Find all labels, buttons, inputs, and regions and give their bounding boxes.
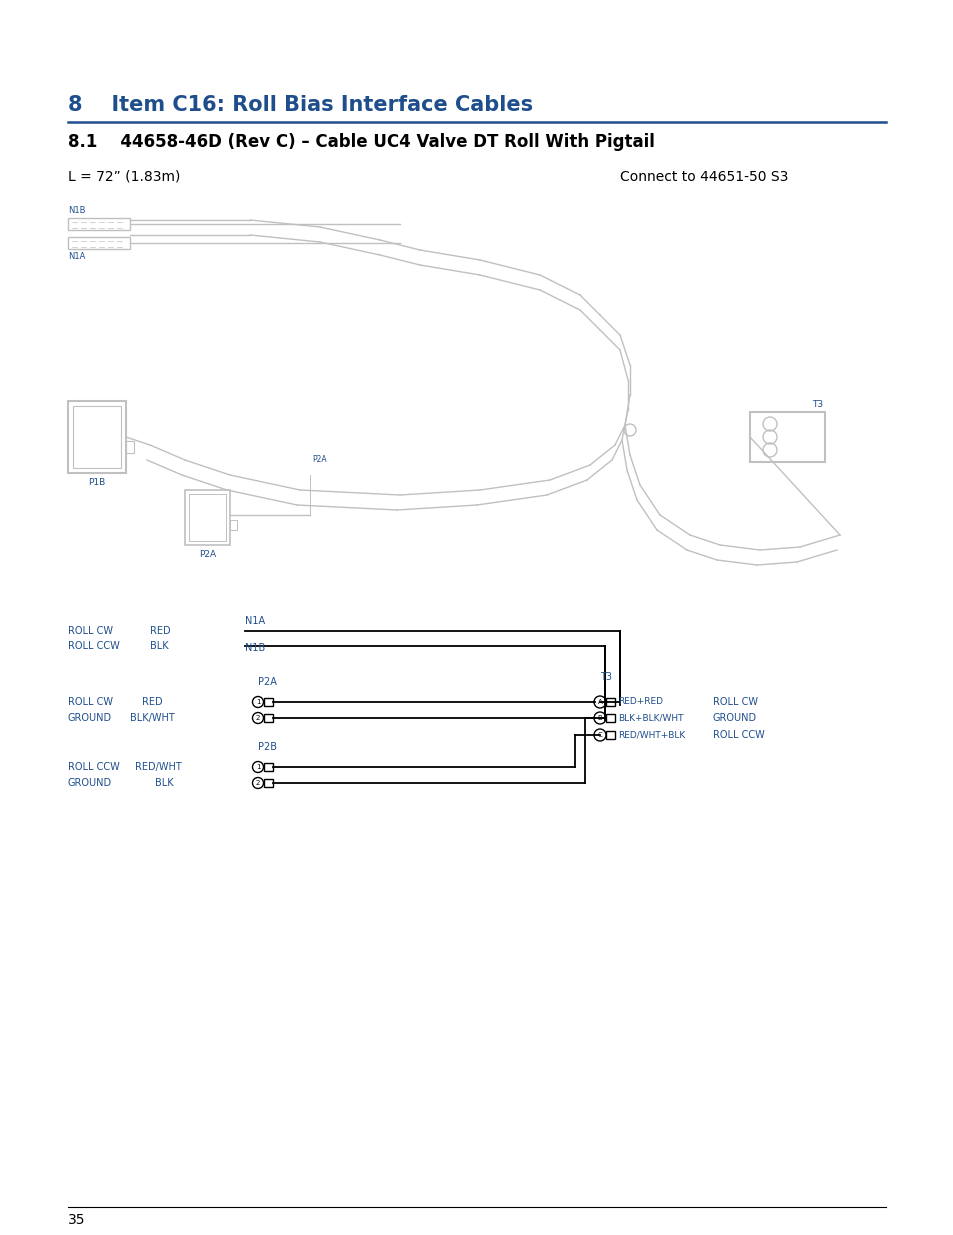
Text: ROLL CW: ROLL CW — [712, 697, 758, 706]
Bar — [605, 731, 615, 739]
Text: C: C — [597, 732, 601, 739]
Text: 8    Item C16: Roll Bias Interface Cables: 8 Item C16: Roll Bias Interface Cables — [68, 95, 533, 115]
Text: RED/WHT: RED/WHT — [135, 762, 182, 772]
Text: P2A: P2A — [313, 456, 327, 464]
Text: P2A: P2A — [199, 550, 215, 559]
Text: 1: 1 — [255, 699, 260, 705]
Text: BLK: BLK — [154, 778, 173, 788]
Text: N1A: N1A — [68, 252, 85, 261]
Text: 2: 2 — [255, 715, 260, 721]
Text: N1A: N1A — [245, 616, 265, 626]
Bar — [68, 237, 130, 249]
Text: BLK+BLK/WHT: BLK+BLK/WHT — [618, 714, 682, 722]
Text: 2: 2 — [255, 781, 260, 785]
Bar — [68, 219, 130, 230]
Bar — [230, 520, 236, 530]
Bar — [749, 412, 824, 462]
Bar — [264, 779, 273, 787]
Text: P2A: P2A — [257, 677, 276, 687]
Bar — [605, 698, 615, 706]
Text: RED: RED — [142, 697, 162, 706]
Text: RED/WHT+BLK: RED/WHT+BLK — [618, 730, 684, 740]
Text: P2B: P2B — [257, 742, 276, 752]
Bar — [185, 490, 230, 545]
Text: BLK/WHT: BLK/WHT — [130, 713, 174, 722]
Text: N1B: N1B — [68, 206, 86, 215]
Text: ROLL CW: ROLL CW — [68, 626, 112, 636]
Text: 8.1    44658-46D (Rev C) – Cable UC4 Valve DT Roll With Pigtail: 8.1 44658-46D (Rev C) – Cable UC4 Valve … — [68, 133, 654, 151]
Text: L = 72” (1.83m): L = 72” (1.83m) — [68, 170, 180, 184]
Text: 35: 35 — [68, 1213, 86, 1228]
Text: 1: 1 — [255, 764, 260, 769]
Bar — [264, 698, 273, 706]
Text: T3: T3 — [599, 672, 612, 682]
Text: T3: T3 — [811, 400, 822, 409]
Text: N1B: N1B — [245, 643, 265, 653]
Text: GROUND: GROUND — [68, 713, 112, 722]
Bar — [189, 494, 226, 541]
Bar — [68, 401, 126, 473]
Text: ROLL CW: ROLL CW — [68, 697, 112, 706]
Bar — [264, 763, 273, 771]
Text: P1B: P1B — [89, 478, 106, 487]
Text: GROUND: GROUND — [712, 713, 757, 722]
Text: Connect to 44651-50 S3: Connect to 44651-50 S3 — [619, 170, 787, 184]
Text: B: B — [597, 715, 601, 721]
Bar — [605, 714, 615, 722]
Text: RED: RED — [150, 626, 171, 636]
Text: A: A — [597, 699, 601, 705]
Text: RED+RED: RED+RED — [618, 698, 662, 706]
Text: ROLL CCW: ROLL CCW — [68, 762, 120, 772]
Text: ROLL CCW: ROLL CCW — [68, 641, 120, 651]
Text: GROUND: GROUND — [68, 778, 112, 788]
Bar — [264, 714, 273, 722]
Text: BLK: BLK — [150, 641, 169, 651]
Bar — [73, 406, 121, 468]
Text: ROLL CCW: ROLL CCW — [712, 730, 764, 740]
Bar — [126, 441, 133, 453]
